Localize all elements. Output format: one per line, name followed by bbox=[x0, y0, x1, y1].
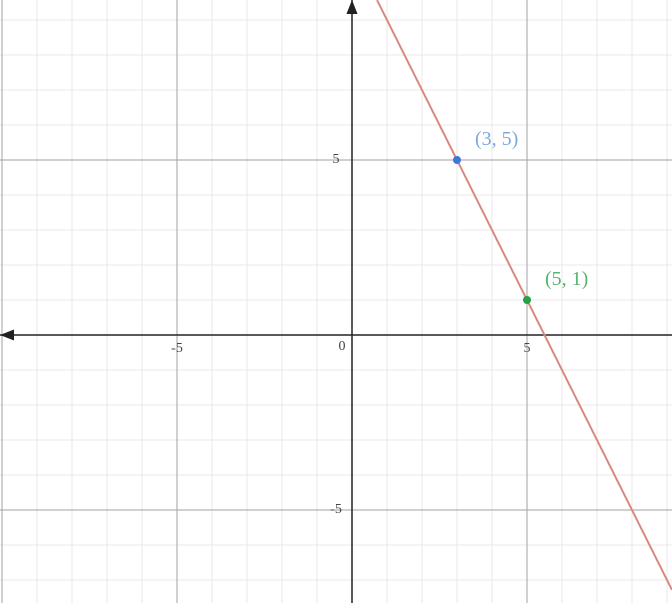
y-tick-label: 5 bbox=[333, 152, 340, 168]
x-tick-label: -5 bbox=[171, 341, 183, 357]
plot-point bbox=[453, 156, 461, 164]
origin-label: 0 bbox=[339, 339, 346, 355]
plot-point-label: (5, 1) bbox=[545, 268, 588, 291]
plotted-line bbox=[377, 0, 672, 590]
coordinate-plane: 0 -5 5 -5 5 (3, 5) (5, 1) bbox=[0, 0, 672, 603]
y-tick-label: -5 bbox=[330, 502, 342, 518]
plot-point-label: (3, 5) bbox=[475, 128, 518, 151]
y-axis-arrow bbox=[346, 0, 357, 14]
plot-point bbox=[523, 296, 531, 304]
x-tick-label: 5 bbox=[524, 341, 531, 357]
